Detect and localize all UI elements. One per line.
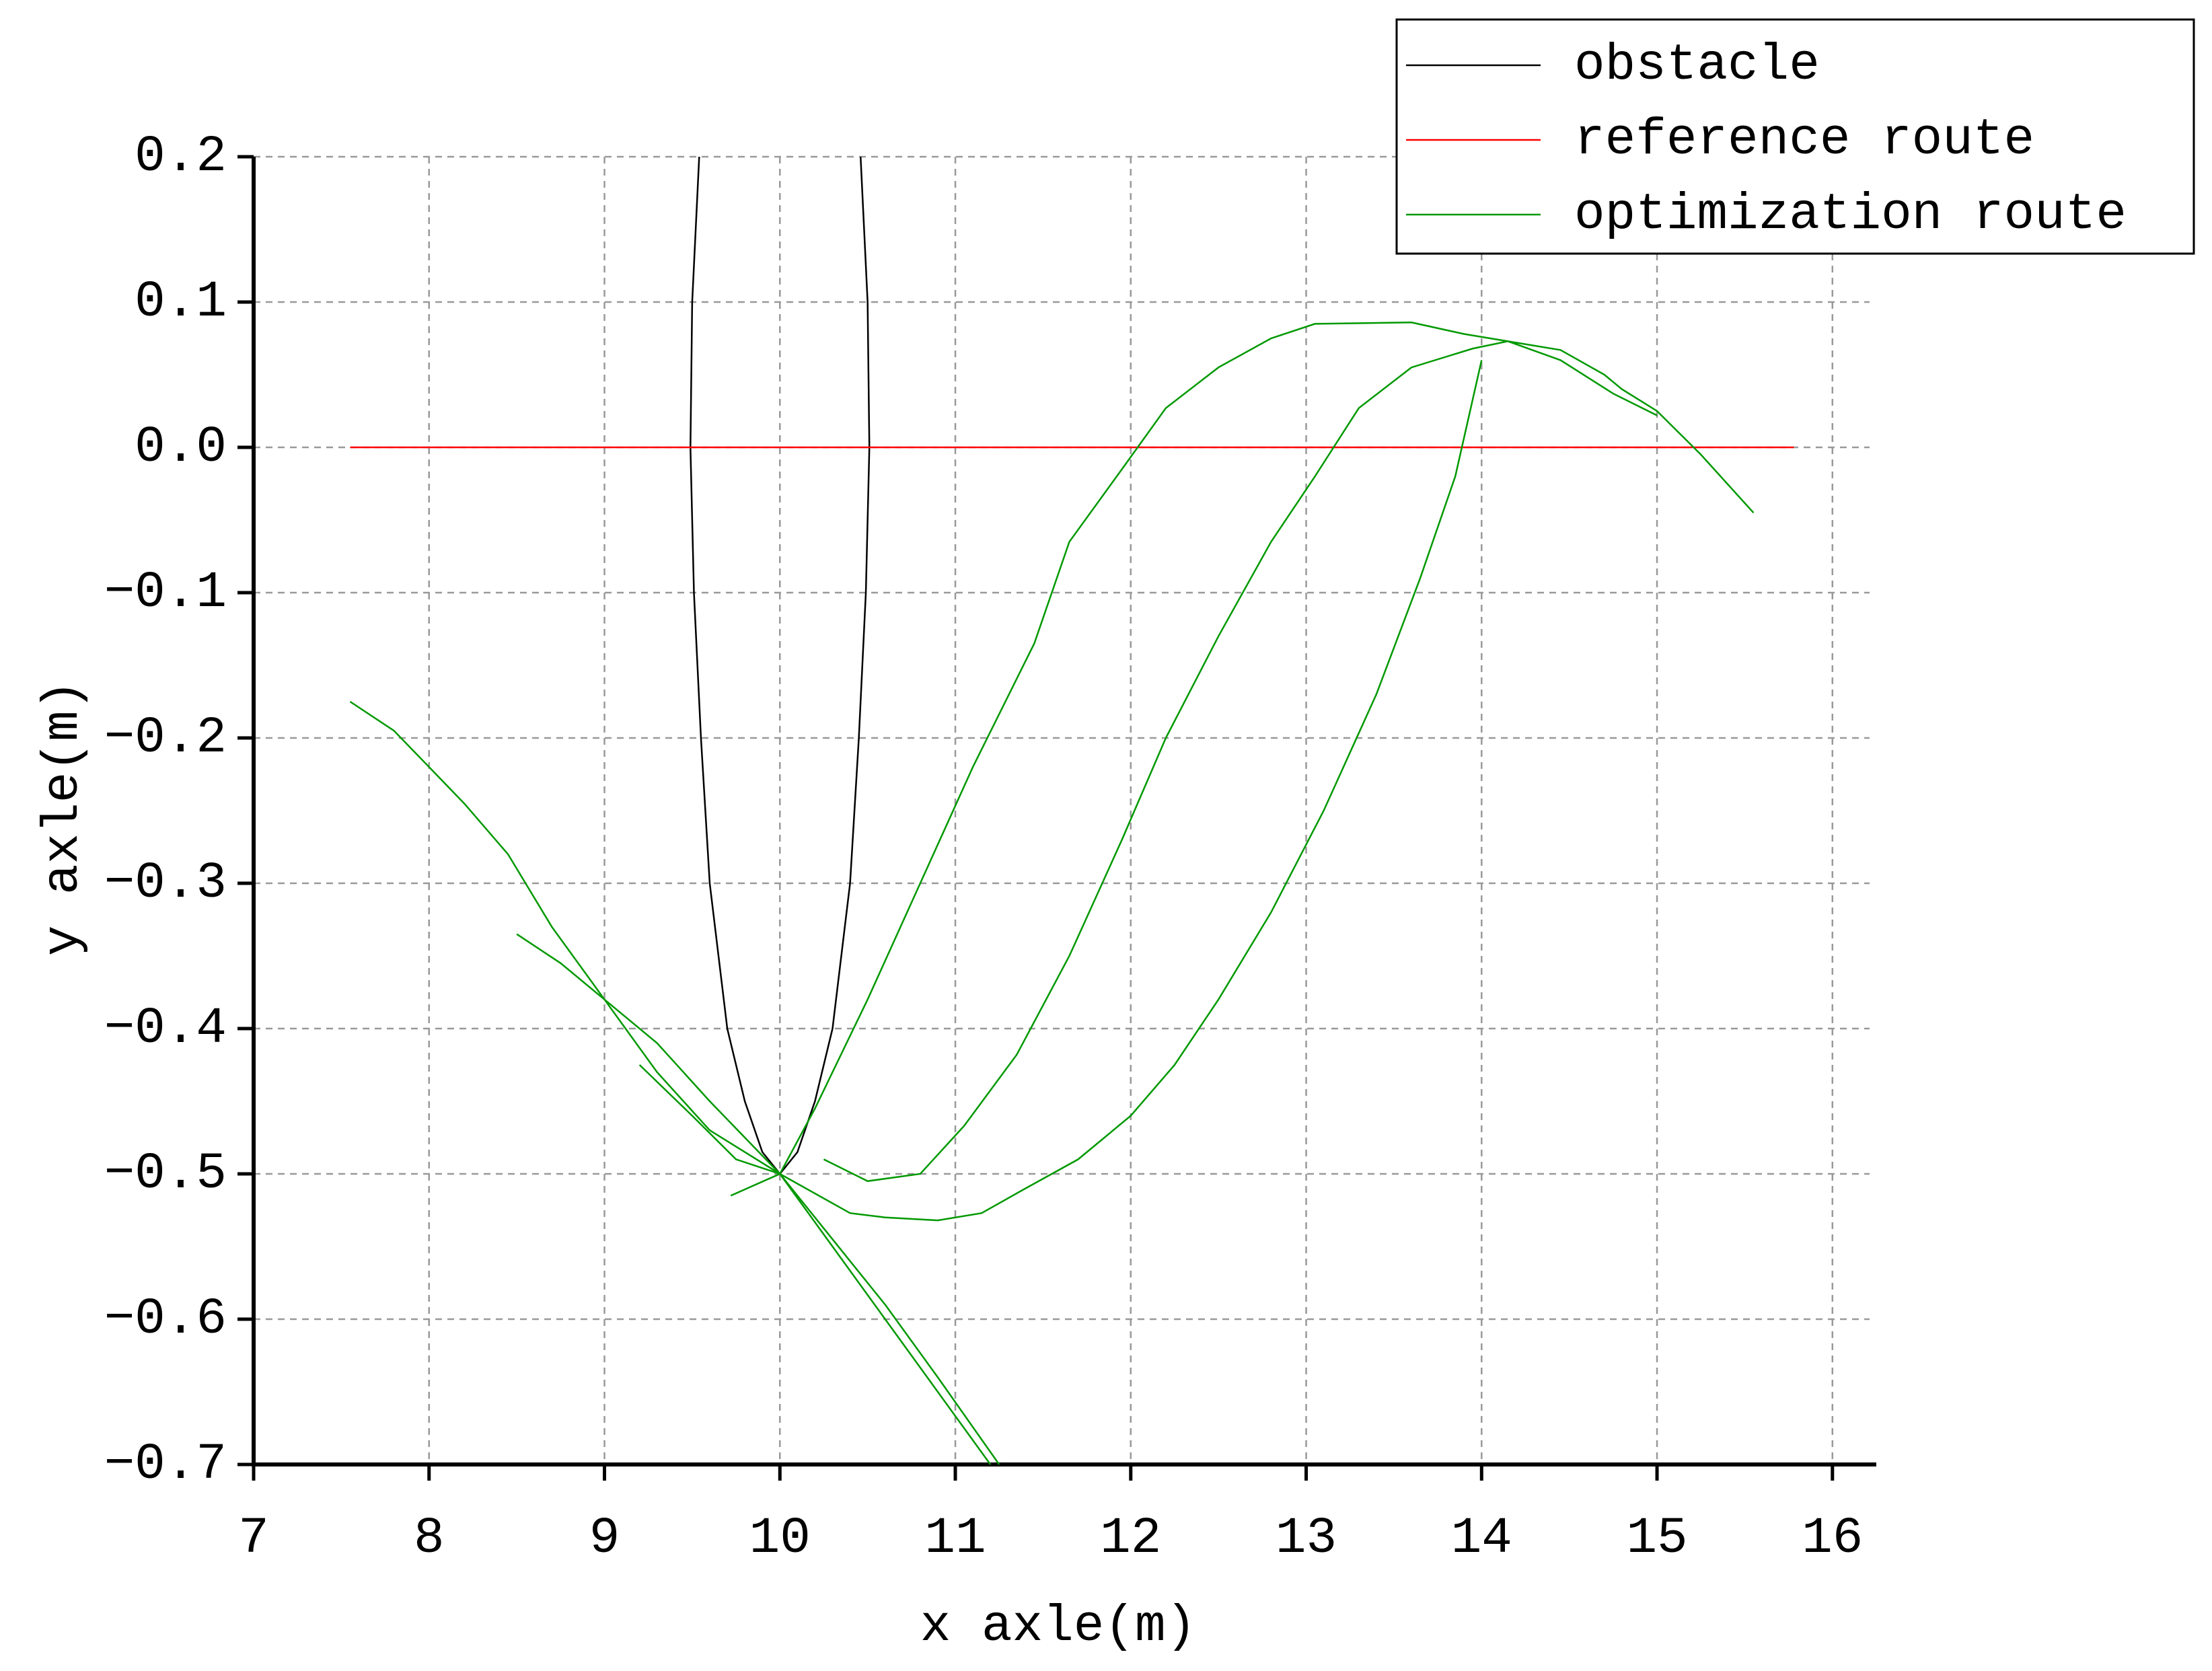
x-axis-title: x axle(m) xyxy=(920,1598,1196,1656)
y-tick-label: −0.3 xyxy=(104,854,227,912)
y-tick-label: −0.1 xyxy=(104,564,227,622)
legend-label: reference route xyxy=(1574,111,2034,169)
x-tick-label: 14 xyxy=(1451,1510,1512,1567)
x-tick-label: 7 xyxy=(238,1510,269,1567)
x-tick-label: 13 xyxy=(1276,1510,1337,1567)
y-tick-label: 0.2 xyxy=(135,128,227,186)
x-tick-label: 9 xyxy=(589,1510,620,1567)
x-tick-label: 11 xyxy=(924,1510,986,1567)
legend-label: obstacle xyxy=(1574,36,1820,94)
legend-label: optimization route xyxy=(1574,186,2127,244)
y-tick-label: −0.5 xyxy=(104,1145,227,1203)
y-tick-label: −0.2 xyxy=(104,709,227,767)
x-tick-label: 15 xyxy=(1626,1510,1687,1567)
series-line xyxy=(349,321,1755,1465)
x-tick-label: 16 xyxy=(1802,1510,1863,1567)
y-tick-label: 0.0 xyxy=(135,418,227,476)
legend-box xyxy=(1395,18,2195,255)
y-tick-label: −0.6 xyxy=(104,1290,227,1348)
x-tick-label: 8 xyxy=(414,1510,445,1567)
y-tick-label: −0.7 xyxy=(104,1436,227,1493)
y-axis-title: y axle(m) xyxy=(34,680,92,956)
x-tick-label: 12 xyxy=(1100,1510,1161,1567)
y-tick-label: −0.4 xyxy=(104,1000,227,1057)
y-tick-label: 0.1 xyxy=(135,273,227,331)
x-tick-label: 10 xyxy=(749,1510,811,1567)
